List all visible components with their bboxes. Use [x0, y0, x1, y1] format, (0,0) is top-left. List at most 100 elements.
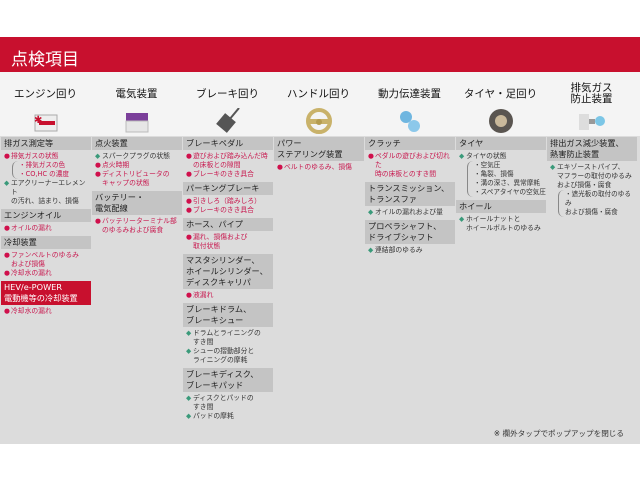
section: HEV/e-POWER 電動機等の冷却装置 ● 冷却水の漏れ	[1, 281, 91, 319]
check-item: ● ベルトのゆるみ、損傷	[277, 163, 364, 172]
section-title: トランスミッション、 トランスファ	[365, 182, 455, 206]
bullet-icon: ●	[4, 152, 10, 160]
section: ブレーキディスク、 ブレーキパッド ◆ ディスクとパッドの すき間 ◆ パッドの摩耗	[183, 368, 273, 424]
engine-icon: ✱	[31, 108, 61, 134]
check-item: ◆ ディスクとパッドの すき間	[186, 394, 273, 412]
category-engine[interactable]: エンジン回り ✱	[0, 72, 91, 136]
section-title: タイヤ	[456, 137, 546, 150]
section: バッテリー・ 電気配線 ● バッテリーターミナル部 のゆるみおよび腐食	[92, 191, 182, 238]
bullet-icon: ●	[368, 152, 374, 160]
column-2: ブレーキペダル ● 遊びおよび踏み込んだ時 の床板との隙間 ● ブレーキのきき具合 パーキ…	[183, 137, 273, 424]
section-title: ホース、パイプ	[183, 218, 273, 231]
bullet-icon: ●	[4, 224, 10, 232]
category-label: 排気ガス 防止装置	[570, 82, 613, 105]
bullet-icon: ●	[186, 233, 192, 241]
bullet-icon: ◆	[459, 152, 465, 160]
check-item: ● 冷却水の漏れ	[4, 307, 91, 316]
check-item-text: 排気ガスの状態	[11, 152, 59, 160]
check-item-text: スパークプラグの状態	[102, 152, 170, 160]
close-hint: ※ 欄外タップでポップアップを閉じる	[493, 429, 624, 438]
steering-wheel-icon	[304, 108, 334, 134]
section: パワー ステアリング装置 ● ベルトのゆるみ、損傷	[274, 137, 364, 175]
check-item: ● ディストリビュータの キャップの状態	[95, 170, 182, 188]
sub-list: ・排気ガスの色 ・CO,HC の濃度	[12, 161, 91, 179]
check-item-text: ベルトのゆるみ、損傷	[284, 163, 352, 171]
check-item: ◆ スパークプラグの状態	[95, 152, 182, 161]
bullet-icon: ●	[95, 170, 101, 178]
category-steering-wheel[interactable]: ハンドル回り	[273, 72, 364, 136]
column-5: タイヤ ◆ タイヤの状態 ・空気圧 ・亀裂、損傷 ・溝の深さ、異常摩耗 ・スペアタイヤ…	[456, 137, 546, 236]
bullet-icon: ◆	[368, 246, 374, 254]
gears-icon	[395, 108, 425, 134]
section-title: 排ガス測定等	[1, 137, 91, 150]
check-item-text: シューの摺動部分と ライニングの摩耗	[193, 347, 255, 364]
check-item-text: エアクリーナーエレメント の汚れ、詰まり、損傷	[11, 179, 86, 205]
section: ホース、パイプ ● 漏れ、損傷および 取付状態	[183, 218, 273, 254]
check-item-text: バッテリーターミナル部 のゆるみおよび腐食	[102, 217, 177, 234]
check-item: ● 遊びおよび踏み込んだ時 の床板との隙間	[186, 152, 273, 170]
category-tire[interactable]: タイヤ・足回り	[455, 72, 546, 136]
category-label: ハンドル回り	[287, 87, 350, 100]
column-6: 排出ガス減少装置、 熱害防止装置 ◆ エキゾーストパイプ、 マフラーの取付のゆるみ …	[547, 137, 637, 220]
check-item-text: 遊びおよび踏み込んだ時 の床板との隙間	[193, 152, 268, 169]
bullet-icon: ●	[186, 170, 192, 178]
bullet-icon: ●	[4, 307, 10, 315]
category-gears[interactable]: 動力伝達装置	[364, 72, 455, 136]
check-item: ◆ シューの摺動部分と ライニングの摩耗	[186, 347, 273, 365]
column-3: パワー ステアリング装置 ● ベルトのゆるみ、損傷	[274, 137, 364, 175]
section: トランスミッション、 トランスファ ◆ オイルの漏れおよび量	[365, 182, 455, 220]
check-item: ◆ ドラムとライニングの すき間	[186, 329, 273, 347]
check-item: ● 漏れ、損傷および 取付状態	[186, 233, 273, 251]
check-item: ◆ ホイールナットと ホイールボルトのゆるみ	[459, 215, 546, 233]
section: タイヤ ◆ タイヤの状態 ・空気圧 ・亀裂、損傷 ・溝の深さ、異常摩耗 ・スペアタイヤ…	[456, 137, 546, 200]
category-label: エンジン回り	[14, 87, 77, 100]
check-item-text: 液漏れ	[193, 291, 214, 299]
category-battery[interactable]: 電気装置	[91, 72, 182, 136]
check-item-text: ブレーキのきき具合	[193, 206, 254, 214]
check-item: ◆ エアクリーナーエレメント の汚れ、詰まり、損傷	[4, 179, 91, 206]
section-title: パーキングブレーキ	[183, 182, 273, 195]
category-row: エンジン回り ✱ 電気装置 ブレーキ回り ハンドル回り 動力伝達装置 タイヤ・足回り 排気ガス…	[0, 72, 640, 136]
section-title: 排出ガス減少装置、 熱害防止装置	[547, 137, 637, 161]
check-item-text: ペダルの遊びおよび切れた 時の床板とのすき間	[375, 152, 450, 178]
check-item: ● 液漏れ	[186, 291, 273, 300]
battery-icon	[122, 108, 152, 134]
category-exhaust[interactable]: 排気ガス 防止装置	[546, 72, 637, 136]
check-item-text: ディスクとパッドの すき間	[193, 394, 254, 411]
check-item-text: ディストリビュータの キャップの状態	[102, 170, 170, 187]
section-title: 冷却装置	[1, 236, 91, 249]
category-label: ブレーキ回り	[196, 87, 259, 100]
bullet-icon: ●	[4, 251, 10, 259]
section-title: クラッチ	[365, 137, 455, 150]
exhaust-icon	[577, 108, 607, 134]
section-title: パワー ステアリング装置	[274, 137, 364, 161]
section: マスタシリンダー、 ホイールシリンダー、 ディスクキャリパ ● 液漏れ	[183, 254, 273, 303]
bullet-icon: ●	[186, 152, 192, 160]
bullet-icon: ●	[186, 291, 192, 299]
section: パーキングブレーキ ● 引きしろ（踏みしろ） ● ブレーキのきき具合	[183, 182, 273, 218]
column-1: 点火装置 ◆ スパークプラグの状態 ● 点火時期 ● ディストリビュータの キャップの状態バ…	[92, 137, 182, 238]
section-title: HEV/e-POWER 電動機等の冷却装置	[1, 281, 91, 305]
check-item-text: 点火時期	[102, 161, 130, 169]
check-item-text: 冷却水の漏れ	[11, 269, 52, 277]
check-item-text: オイルの漏れおよび量	[375, 208, 443, 216]
check-item-text: ブレーキのきき具合	[193, 170, 254, 178]
check-item: ● 冷却水の漏れ	[4, 269, 91, 278]
check-item: ◆ 連結部のゆるみ	[368, 246, 455, 255]
category-brake-pedal[interactable]: ブレーキ回り	[182, 72, 273, 136]
category-label: 動力伝達装置	[378, 87, 441, 100]
bullet-icon: ●	[4, 269, 10, 277]
section-title: ホイール	[456, 200, 546, 213]
bullet-icon: ◆	[368, 208, 374, 216]
section-title: エンジンオイル	[1, 209, 91, 222]
check-item: ● ペダルの遊びおよび切れた 時の床板とのすき間	[368, 152, 455, 179]
section-title: ブレーキペダル	[183, 137, 273, 150]
svg-text:✱: ✱	[34, 115, 42, 126]
check-item: ● バッテリーターミナル部 のゆるみおよび腐食	[95, 217, 182, 235]
bullet-icon: ◆	[550, 163, 556, 171]
check-item: ◆ パッドの摩耗	[186, 412, 273, 421]
bullet-icon: ◆	[186, 329, 192, 337]
column-4: クラッチ ● ペダルの遊びおよび切れた 時の床板とのすき間 トランスミッション、 トラ…	[365, 137, 455, 258]
bullet-icon: ◆	[186, 394, 192, 402]
section: 冷却装置 ● ファンベルトのゆるみ および損傷 ● 冷却水の漏れ	[1, 236, 91, 281]
